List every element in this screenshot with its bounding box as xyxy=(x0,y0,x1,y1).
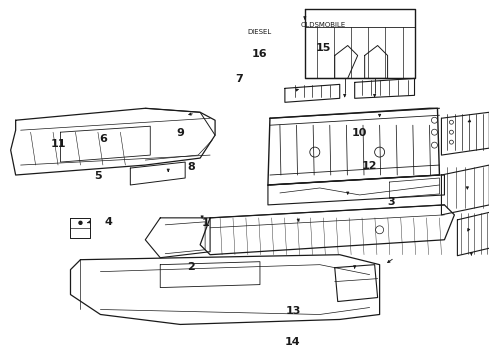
Text: 9: 9 xyxy=(176,129,184,138)
Text: DIESEL: DIESEL xyxy=(247,29,272,35)
Text: 12: 12 xyxy=(362,161,377,171)
Text: 11: 11 xyxy=(50,139,66,149)
Text: 15: 15 xyxy=(316,43,331,53)
Text: 6: 6 xyxy=(99,134,107,144)
Text: OLDSMOBILE: OLDSMOBILE xyxy=(300,22,346,28)
Text: 10: 10 xyxy=(352,128,368,138)
Text: 7: 7 xyxy=(235,74,243,84)
Text: 8: 8 xyxy=(187,162,195,172)
Circle shape xyxy=(79,221,82,224)
Text: 3: 3 xyxy=(388,197,395,207)
Text: 1: 1 xyxy=(202,218,210,228)
Text: 16: 16 xyxy=(252,49,268,59)
Text: 13: 13 xyxy=(285,306,300,316)
Text: 14: 14 xyxy=(285,337,301,347)
Text: 4: 4 xyxy=(104,217,112,227)
Text: 5: 5 xyxy=(95,171,102,181)
Text: 2: 2 xyxy=(187,262,195,272)
